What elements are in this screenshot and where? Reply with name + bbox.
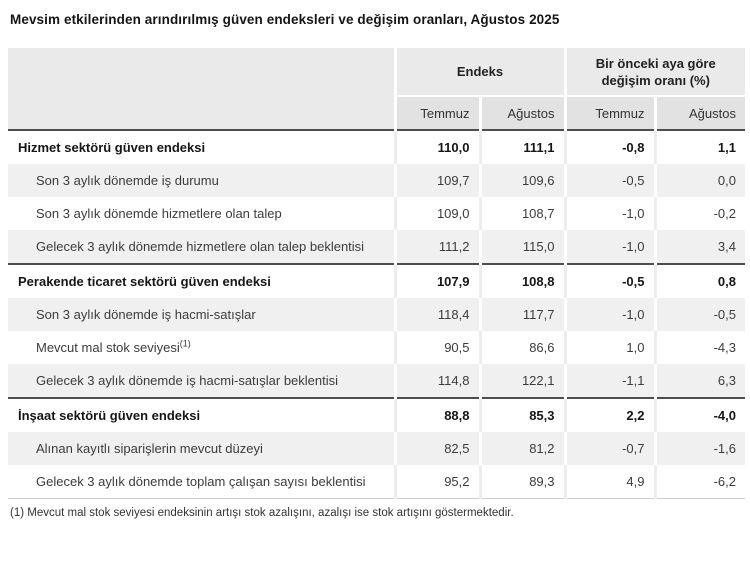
column-header-index-july: Temmuz bbox=[393, 95, 480, 130]
cell-value: -1,0 bbox=[563, 197, 655, 230]
cell-value: 82,5 bbox=[393, 432, 480, 465]
row-label: Hizmet sektörü güven endeksi bbox=[8, 129, 395, 164]
table-header: Endeks Bir önceki aya göre değişim oranı… bbox=[8, 48, 745, 130]
table-row: Son 3 aylık dönemde iş durumu 109,7 109,6-… bbox=[8, 164, 745, 197]
cell-value: 81,2 bbox=[478, 432, 565, 465]
table-row: Son 3 aylık dönemde iş hacmi-satışlar 118… bbox=[8, 298, 745, 331]
cell-value: 6,3 bbox=[653, 364, 745, 398]
row-label: İnşaat sektörü güven endeksi bbox=[8, 397, 395, 432]
cell-value: 1,1 bbox=[653, 129, 745, 164]
cell-value: 117,7 bbox=[478, 298, 565, 331]
cell-value: -1,0 bbox=[563, 298, 655, 331]
row-label: Gelecek 3 aylık dönemde iş hacmi-satışla… bbox=[36, 373, 339, 388]
cell-value: 114,8 bbox=[393, 364, 480, 398]
row-label: Son 3 aylık dönemde iş durumu bbox=[36, 173, 219, 188]
month-header-row: Temmuz Ağustos Temmuz Ağustos bbox=[8, 95, 745, 130]
cell-value: 109,7 bbox=[393, 164, 480, 197]
cell-value: 109,6 bbox=[478, 164, 565, 197]
cell-value: -0,7 bbox=[563, 432, 655, 465]
index-group-header: Endeks bbox=[393, 48, 565, 96]
cell-value: 89,3 bbox=[478, 465, 565, 499]
row-label: Son 3 aylık dönemde iş hacmi-satışlar bbox=[36, 307, 256, 322]
column-header-change-august: Ağustos bbox=[653, 95, 745, 130]
row-label: Son 3 aylık dönemde hizmetlere olan tale… bbox=[36, 206, 282, 221]
cell-value: -6,2 bbox=[653, 465, 745, 499]
row-label: Gelecek 3 aylık dönemde toplam çalışan s… bbox=[8, 465, 395, 499]
footnote: (1) Mevcut mal stok seviyesi endeksinin … bbox=[10, 507, 514, 519]
cell-value: -4,3 bbox=[653, 331, 745, 364]
cell-value: -0,5 bbox=[563, 164, 655, 197]
report-page: Mevsim etkilerinden arındırılmış güven e… bbox=[8, 12, 745, 519]
page-title: Mevsim etkilerinden arındırılmış güven e… bbox=[10, 12, 560, 27]
cell-value: 122,1 bbox=[478, 364, 565, 398]
section-row: İnşaat sektörü güven endeksi 88,8 85,3 2,2-… bbox=[8, 397, 745, 432]
cell-value: -0,2 bbox=[653, 197, 745, 230]
table-row: Son 3 aylık dönemde hizmetlere olan tale… bbox=[8, 197, 745, 230]
group-header-row: Endeks Bir önceki aya göre değişim oranı… bbox=[8, 48, 745, 130]
table-body: Hizmet sektörü güven endeksi 110,0 111,1 -0… bbox=[8, 129, 745, 499]
table-row: Alınan kayıtlı siparişlerin mevcut düzey… bbox=[8, 432, 745, 465]
table-row: Gelecek 3 aylık dönemde iş hacmi-satışla… bbox=[8, 364, 745, 398]
cell-value: -0,8 bbox=[563, 129, 655, 164]
section-row: Perakende ticaret sektörü güven endeksi 1… bbox=[8, 263, 745, 298]
cell-value: 111,1 bbox=[478, 129, 565, 164]
cell-value: 108,8 bbox=[478, 263, 565, 298]
column-header-index-august: Ağustos bbox=[478, 95, 565, 130]
cell-value: 90,5 bbox=[393, 331, 480, 364]
cell-value: 118,4 bbox=[393, 298, 480, 331]
cell-value: 2,2 bbox=[563, 397, 655, 432]
cell-value: -1,6 bbox=[653, 432, 745, 465]
table-row: Mevcut mal stok seviyesi(1) 90,5 86,6 1,0 -4… bbox=[8, 331, 745, 364]
cell-value: 111,2 bbox=[393, 230, 480, 264]
cell-value: 4,9 bbox=[563, 465, 655, 499]
label-column-header bbox=[8, 48, 395, 130]
row-label: Gelecek 3 aylık dönemde hizmetlere olan … bbox=[36, 239, 365, 254]
column-header-change-july: Temmuz bbox=[563, 95, 655, 130]
cell-value: 95,2 bbox=[393, 465, 480, 499]
table-row: Gelecek 3 aylık dönemde toplam çalışan s… bbox=[8, 465, 745, 499]
cell-value: 88,8 bbox=[393, 397, 480, 432]
cell-value: 85,3 bbox=[478, 397, 565, 432]
cell-value: 0,0 bbox=[653, 164, 745, 197]
cell-value: 110,0 bbox=[393, 129, 480, 164]
cell-value: -0,5 bbox=[653, 298, 745, 331]
cell-value: -0,5 bbox=[563, 263, 655, 298]
cell-value: 108,7 bbox=[478, 197, 565, 230]
cell-value: 0,8 bbox=[653, 263, 745, 298]
cell-value: 86,6 bbox=[478, 331, 565, 364]
cell-value: 107,9 bbox=[393, 263, 480, 298]
section-row: Hizmet sektörü güven endeksi 110,0 111,1 -0… bbox=[8, 129, 745, 164]
cell-value: 109,0 bbox=[393, 197, 480, 230]
footnote-reference: (1) bbox=[179, 338, 191, 349]
table-row: Gelecek 3 aylık dönemde hizmetlere olan … bbox=[8, 230, 745, 264]
row-label: Perakende ticaret sektörü güven endeksi bbox=[8, 263, 395, 298]
cell-value: 3,4 bbox=[653, 230, 745, 264]
cell-value: -4,0 bbox=[653, 397, 745, 432]
cell-value: 1,0 bbox=[563, 331, 655, 364]
cell-value: -1,0 bbox=[563, 230, 655, 264]
change-rate-group-header: Bir önceki aya göre değişim oranı (%) bbox=[563, 48, 745, 96]
row-label: Mevcut mal stok seviyesi(1) bbox=[36, 338, 191, 355]
confidence-index-table: Endeks Bir önceki aya göre değişim oranı… bbox=[8, 48, 745, 499]
cell-value: -1,1 bbox=[563, 364, 655, 398]
cell-value: 115,0 bbox=[478, 230, 565, 264]
row-label: Alınan kayıtlı siparişlerin mevcut düzey… bbox=[36, 441, 263, 456]
